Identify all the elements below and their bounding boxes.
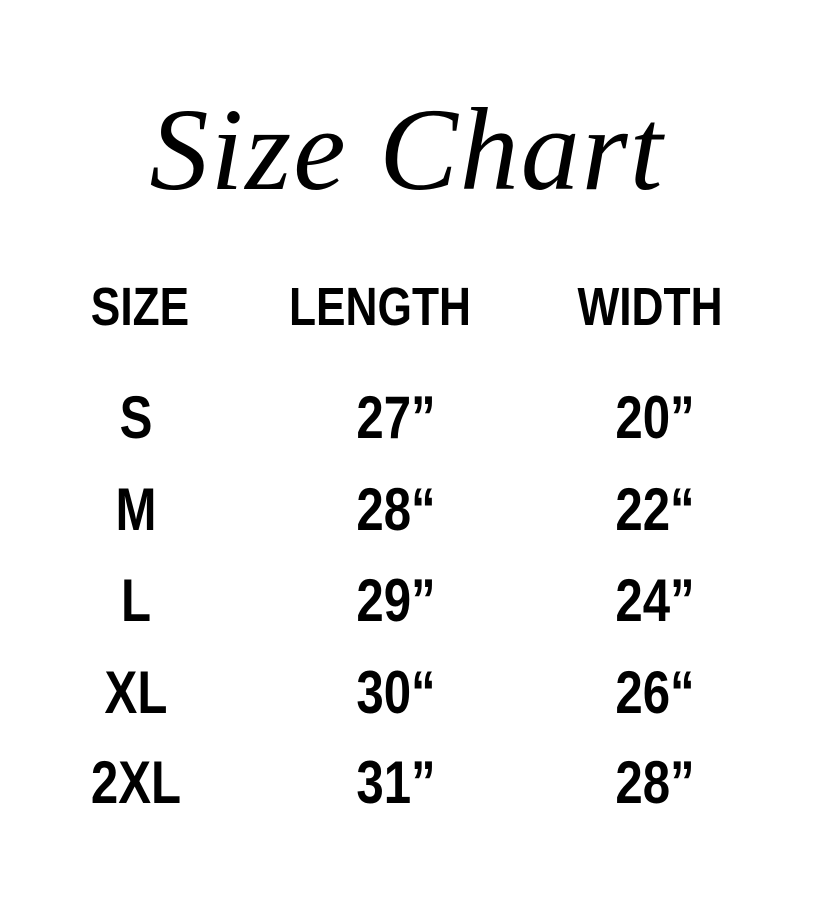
size-cell: S [119, 384, 153, 451]
width-cell: 22“ [615, 476, 695, 543]
width-cell: 20” [615, 384, 695, 451]
page-title: Size Chart [149, 84, 665, 215]
width-cell: 24” [615, 567, 695, 634]
size-cell: M [115, 476, 157, 543]
length-cell: 28“ [356, 476, 436, 543]
header-size: SIZE [90, 277, 190, 337]
length-cell: 29” [356, 567, 436, 634]
width-cell: 26“ [615, 659, 695, 726]
width-cell: 28” [615, 749, 695, 816]
length-cell: 31” [356, 749, 436, 816]
header-length: LENGTH [288, 277, 472, 337]
length-cell: 27” [356, 384, 436, 451]
length-cell: 30“ [356, 659, 436, 726]
size-cell: XL [104, 659, 168, 726]
size-cell: L [120, 567, 152, 634]
size-cell: 2XL [90, 749, 182, 816]
header-width: WIDTH [577, 277, 723, 337]
